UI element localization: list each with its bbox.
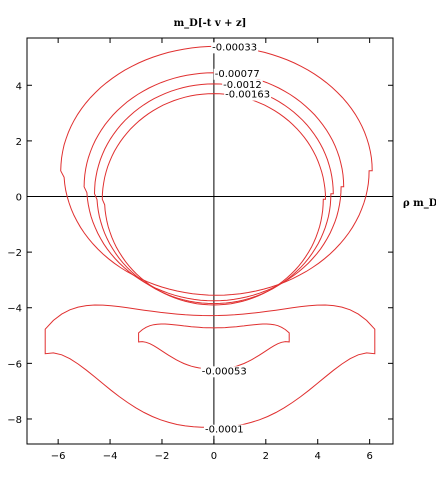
contour-level-label: -0.0001 [205,425,244,436]
contour-line [101,93,327,306]
y-tick-label: −6 [7,359,22,370]
x-tick-label: −6 [51,451,66,462]
contour-level-label: -0.00053 [202,366,247,377]
contour-label-background [224,89,272,101]
y-tick-label: 2 [16,137,22,148]
x-tick-label: 6 [366,451,372,462]
contour-line [60,45,373,296]
x-tick-label: −4 [103,451,118,462]
y-tick-label: −8 [7,415,22,426]
contour-label-background [222,79,263,91]
x-axis-label: ρ m_D [403,198,436,209]
contour-level-label: -0.0012 [223,80,262,91]
plot-frame [26,37,394,445]
contour-level-label: -0.00163 [225,90,270,101]
x-tick-label: −2 [155,451,170,462]
contour-labels: -0.00033 -0.00077-0.0012-0.00163 -0.00053 -… [200,42,272,436]
x-tick-label: 0 [211,451,217,462]
axis-ticks: −6 −4 −2 0 2 4 6 −8 −6 −4 −2 0 2 4 [7,38,393,462]
x-tick-label: 2 [263,451,269,462]
y-tick-label: −4 [7,304,22,315]
x-tick-label: 4 [315,451,321,462]
contour-level-label: -0.00033 [212,42,257,53]
contour-line [138,323,290,370]
contour-label-background [203,424,245,436]
contour-lines [44,45,376,428]
contour-level-label: -0.00077 [215,69,260,80]
contour-label-background [200,366,248,378]
y-tick-label: 4 [16,81,22,92]
y-tick-label: −2 [7,248,22,259]
contour-line [44,304,376,428]
contour-label-background [213,68,261,80]
chart-title: m_D[-t v + z] [174,18,247,29]
y-tick-label: 0 [16,193,22,204]
contour-label-background [211,42,259,54]
